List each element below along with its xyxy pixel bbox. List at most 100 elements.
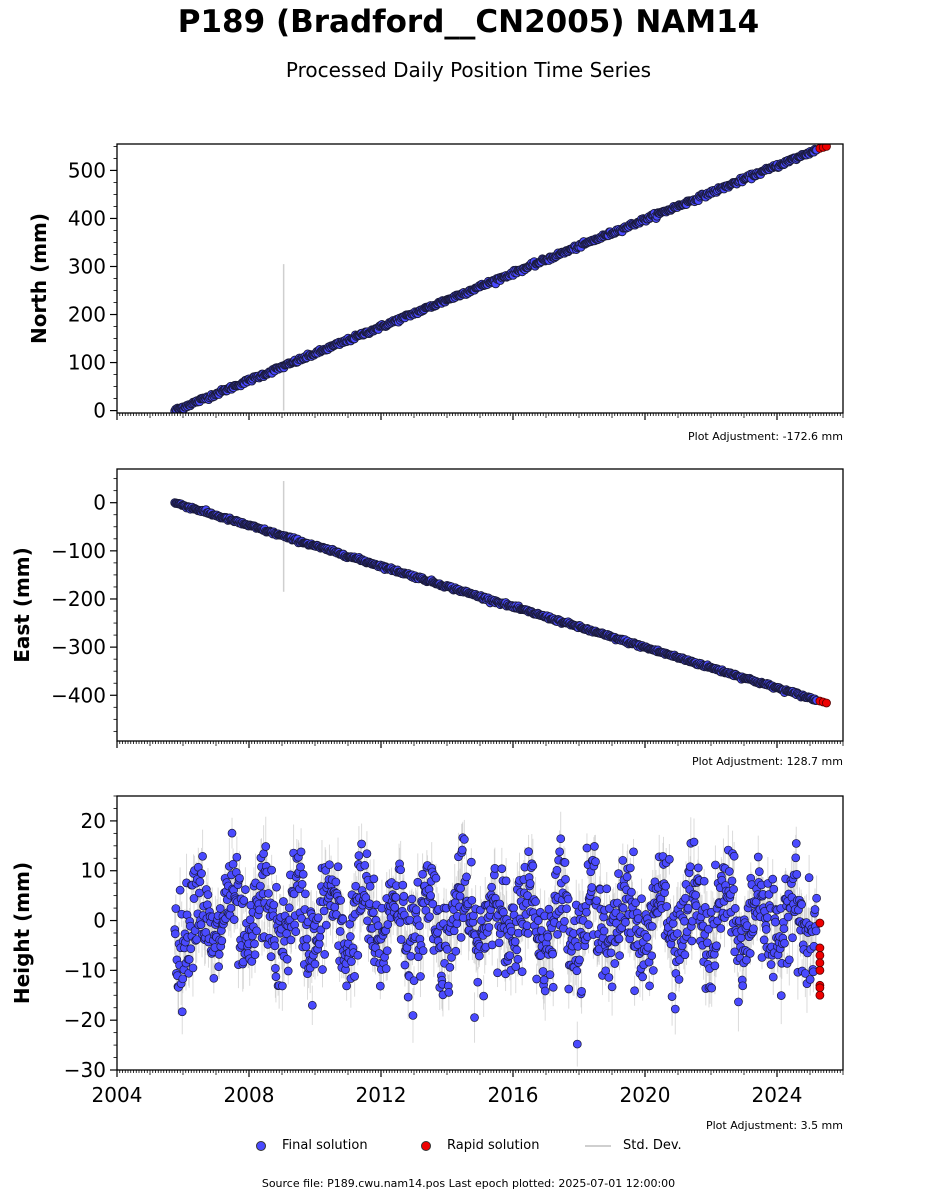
height-final-point xyxy=(254,905,264,915)
north-y-tick-label: 100 xyxy=(68,351,106,375)
height-final-point xyxy=(271,964,280,973)
height-final-point xyxy=(415,921,424,931)
height-final-point xyxy=(170,929,180,939)
height-final-point xyxy=(431,873,441,883)
east-y-tick-label: −200 xyxy=(51,587,106,611)
height-final-point xyxy=(444,988,454,997)
height-rapid-point xyxy=(815,990,825,1000)
height-final-point xyxy=(184,955,194,964)
height-final-point xyxy=(754,867,764,877)
height-final-point xyxy=(313,913,323,923)
height-final-point xyxy=(680,916,689,926)
height-final-point xyxy=(691,890,700,900)
height-final-point xyxy=(214,962,223,971)
chart-subtitle: Processed Daily Position Time Series xyxy=(285,58,652,82)
height-final-point xyxy=(197,869,206,878)
height-final-point xyxy=(704,924,713,934)
height-final-point xyxy=(479,991,488,1001)
height-rapid-point xyxy=(815,983,825,993)
height-final-point xyxy=(736,933,746,943)
height-final-point xyxy=(724,867,734,876)
height-final-point xyxy=(734,997,743,1007)
height-final-point xyxy=(505,951,515,960)
height-final-point xyxy=(357,839,366,849)
height-final-point xyxy=(283,966,293,976)
height-final-point xyxy=(637,894,646,904)
height-final-point xyxy=(712,941,721,951)
height-final-point xyxy=(540,986,550,996)
height-final-point xyxy=(455,891,465,901)
height-final-point xyxy=(779,924,789,934)
height-final-point xyxy=(590,842,599,851)
height-final-point xyxy=(178,974,188,984)
height-final-point xyxy=(286,935,296,945)
height-final-point xyxy=(336,895,346,905)
height-final-point xyxy=(298,869,308,879)
height-final-point xyxy=(699,876,709,886)
height-final-point xyxy=(592,896,601,905)
height-final-point xyxy=(687,936,697,946)
height-final-point xyxy=(351,881,361,891)
height-final-point xyxy=(291,927,301,936)
height-final-point xyxy=(661,881,670,891)
height-final-point xyxy=(627,887,636,897)
height-final-point xyxy=(614,869,623,878)
height-final-point xyxy=(369,874,379,884)
height-rapid-point xyxy=(815,918,825,928)
height-final-point xyxy=(487,882,497,892)
height-final-point xyxy=(277,981,287,991)
height-final-point xyxy=(631,898,641,908)
height-x-tick-label: 2016 xyxy=(488,1083,539,1107)
height-final-point xyxy=(484,922,494,932)
height-y-tick-label: 10 xyxy=(81,859,106,883)
height-final-point xyxy=(383,920,393,929)
height-final-point xyxy=(227,828,237,838)
height-y-tick-label: 20 xyxy=(81,809,106,833)
height-final-point xyxy=(539,975,549,985)
height-final-point xyxy=(271,972,281,982)
height-final-point xyxy=(783,912,793,922)
height-final-point xyxy=(228,859,238,869)
height-final-point xyxy=(501,876,511,886)
height-final-point xyxy=(532,974,541,984)
height-panel: 2004 2008 2012 2016 2020 2024 20 10 0 −10 −20 −30 He… xyxy=(10,795,844,1107)
height-final-point xyxy=(523,891,532,900)
height-final-point xyxy=(250,950,260,960)
legend-stddev: Std. Dev. xyxy=(585,1138,682,1153)
height-x-tick-label: 2008 xyxy=(224,1083,275,1107)
height-final-point xyxy=(591,857,600,866)
height-final-point xyxy=(524,847,533,856)
height-final-point xyxy=(267,865,276,875)
height-final-point xyxy=(556,834,566,844)
height-final-point xyxy=(195,877,205,887)
height-final-point xyxy=(533,916,543,925)
east-y-tick-label: −400 xyxy=(51,683,106,707)
height-final-point xyxy=(577,987,586,996)
height-final-point xyxy=(195,888,204,898)
height-final-point xyxy=(675,955,684,965)
height-final-point xyxy=(318,965,327,974)
height-final-point xyxy=(451,946,461,956)
height-final-point xyxy=(375,981,385,991)
height-final-point xyxy=(241,885,250,894)
height-final-point xyxy=(391,892,401,902)
height-final-point xyxy=(282,954,292,964)
height-final-point xyxy=(561,874,570,884)
height-final-point xyxy=(710,961,720,971)
height-final-point xyxy=(517,967,527,977)
height-final-point xyxy=(766,960,776,969)
legend-final: Final solution xyxy=(256,1138,368,1153)
height-final-point xyxy=(753,852,763,862)
height-final-point xyxy=(325,860,334,870)
height-final-point xyxy=(407,894,417,904)
height-final-point xyxy=(400,960,410,970)
height-final-point xyxy=(805,975,815,984)
height-rapid-point xyxy=(815,951,825,960)
height-final-point xyxy=(614,934,624,944)
height-final-point xyxy=(456,883,465,893)
east-panel: 0 −100 −200 −300 −400 East (mm) xyxy=(10,468,844,748)
height-final-point xyxy=(552,865,562,875)
height-final-point xyxy=(685,862,695,872)
height-final-point xyxy=(763,913,772,922)
height-final-point xyxy=(353,950,363,960)
